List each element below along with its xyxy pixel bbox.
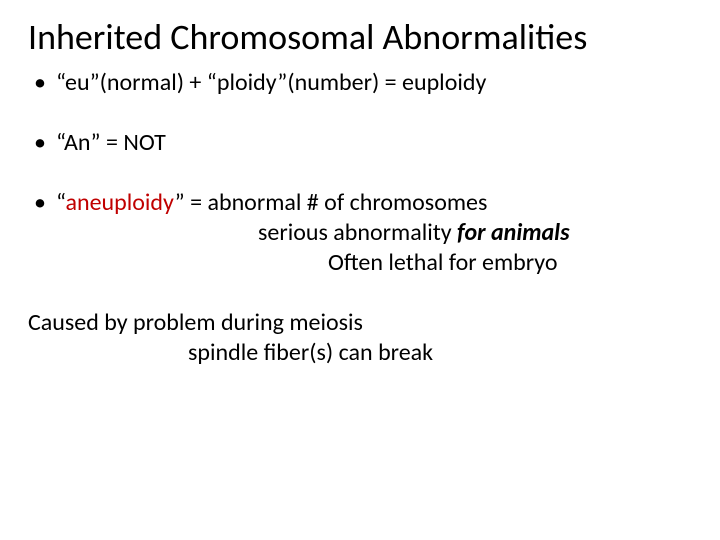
text-fragment: serious abnormality: [258, 218, 457, 247]
bullet-dot-icon: •: [28, 68, 56, 98]
bullet-item: • “eu”(normal) + “ploidy”(number) = eupl…: [28, 68, 692, 98]
blank-line: [28, 158, 692, 188]
bullet-dot-icon: •: [28, 128, 56, 158]
highlight-text: aneuploidy: [65, 188, 174, 217]
bullet-text: “An” = NOT: [56, 128, 692, 158]
bullet-item: • “An” = NOT: [28, 128, 692, 158]
emphasis-text: for animals: [457, 218, 570, 247]
text-fragment: ” = abnormal # of chromosomes: [175, 188, 488, 217]
slide: Inherited Chromosomal Abnormalities • “e…: [0, 0, 720, 540]
bullet-item: • “aneuploidy” = abnormal # of chromosom…: [28, 188, 692, 218]
blank-line: [28, 278, 692, 308]
slide-body: • “eu”(normal) + “ploidy”(number) = eupl…: [28, 68, 692, 368]
sub-line: serious abnormality for animals: [28, 218, 692, 248]
sub-line: Often lethal for embryo: [28, 248, 692, 278]
slide-title: Inherited Chromosomal Abnormalities: [28, 18, 692, 58]
blank-line: [28, 98, 692, 128]
bullet-text: “eu”(normal) + “ploidy”(number) = euploi…: [56, 68, 692, 98]
cause-line: Caused by problem during meiosis: [28, 308, 692, 338]
bullet-text: “aneuploidy” = abnormal # of chromosomes: [56, 188, 692, 218]
cause-sub-line: spindle fiber(s) can break: [28, 338, 692, 368]
bullet-dot-icon: •: [28, 188, 56, 218]
